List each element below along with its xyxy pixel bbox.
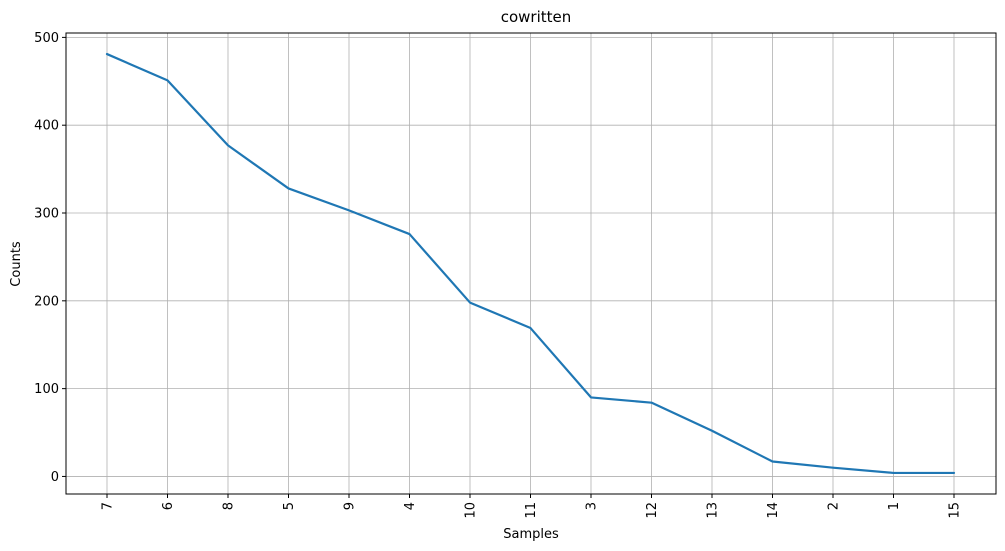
x-tick-label: 10 [464,502,479,519]
chart-title: cowritten [501,8,572,26]
x-tick-label: 9 [343,502,358,510]
y-tick-label: 500 [34,31,59,46]
x-tick-label: 4 [403,502,418,510]
y-tick-label: 100 [34,382,59,397]
x-axis: 7 6 8 5 9 4 10 11 3 12 13 14 2 1 15 [101,494,963,519]
x-tick-label: 15 [948,502,963,519]
grid-lines [66,33,996,494]
y-axis: 0 100 200 300 400 500 [34,31,66,485]
x-tick-label: 3 [585,502,600,510]
y-tick-label: 200 [34,294,59,309]
y-tick-label: 0 [51,470,59,485]
x-tick-label: 6 [161,502,176,510]
x-tick-label: 5 [282,502,297,510]
plot-frame [65,32,997,495]
x-tick-label: 7 [101,502,116,510]
y-axis-title: Counts [9,241,24,287]
series-layer [105,52,956,475]
x-axis-title: Samples [503,527,559,542]
x-tick-label: 11 [524,502,539,519]
x-tick-label: 1 [887,502,902,510]
y-tick-label: 300 [34,207,59,222]
x-tick-label: 8 [222,502,237,510]
y-tick-label: 400 [34,119,59,134]
x-tick-label: 12 [645,502,660,519]
x-tick-label: 14 [766,502,781,519]
x-tick-label: 13 [706,502,721,519]
x-tick-label: 2 [827,502,842,510]
